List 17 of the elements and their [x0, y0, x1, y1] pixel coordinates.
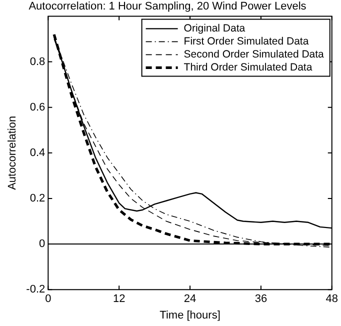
y-tick-label: 0.2 [30, 192, 46, 204]
y-tick-label: 0.8 [30, 56, 46, 68]
y-tick-label: -0.2 [26, 284, 46, 296]
chart-title: Autocorrelation: 1 Hour Sampling, 20 Wind Power Levels [28, 0, 307, 13]
y-tick-label: 0.4 [30, 146, 46, 159]
x-axis-title: Time [hours] [160, 309, 220, 322]
y-axis-title: Autocorrelation [6, 116, 19, 190]
legend-label: Original Data [184, 22, 246, 35]
legend-label: Third Order Simulated Data [184, 62, 312, 74]
legend-label: Second Order Simulated Data [184, 48, 324, 61]
x-tick-label: 12 [112, 293, 126, 306]
x-tick-label: 24 [184, 293, 196, 306]
x-tick-label: 48 [326, 293, 338, 306]
x-tick-label: 36 [254, 293, 268, 306]
y-tick-label: 0.6 [30, 101, 46, 114]
legend-label: First Order Simulated Data [184, 36, 309, 48]
y-tick-label: 0 [39, 238, 46, 250]
